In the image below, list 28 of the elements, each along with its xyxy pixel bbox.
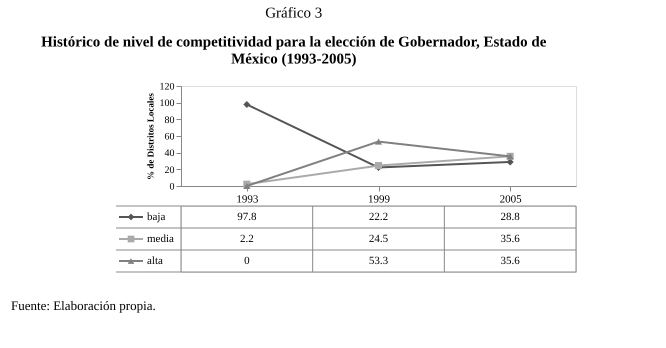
- y-tick-label: 40: [164, 148, 174, 160]
- source-note: Fuente: Elaboración propia.: [11, 298, 156, 313]
- legend-label: alta: [147, 255, 163, 267]
- data-label: 2.2: [240, 233, 254, 245]
- x-tick-label: 1993: [236, 194, 259, 206]
- data-label: 28.8: [500, 211, 520, 223]
- y-tick-label: 0: [170, 182, 174, 192]
- data-label: 53.3: [368, 255, 389, 267]
- x-tick-label: 2005: [500, 194, 522, 206]
- point: [374, 138, 382, 145]
- y-tick-label: 80: [164, 114, 174, 126]
- y-tick-label: 100: [160, 98, 174, 110]
- chart-subtitle: Histórico de nivel de competitividad para la elección de Gobernador, Estado de México (1993-2005): [41, 34, 547, 68]
- point: [243, 100, 250, 108]
- chart-title: Gráfico 3: [265, 6, 322, 22]
- data-label: 97.8: [237, 211, 257, 223]
- data-label: 22.2: [368, 211, 388, 223]
- legend-label: baja: [147, 211, 166, 223]
- data-label: 0: [244, 255, 250, 267]
- y-tick-label: 60: [164, 132, 174, 142]
- data-label: 35.6: [500, 255, 520, 267]
- y-tick-label: 20: [164, 164, 174, 176]
- y-axis-title: % de Distritos Locales: [146, 92, 156, 180]
- x-tick-label: 1999: [368, 194, 390, 206]
- y-tick-label: 120: [160, 82, 174, 92]
- data-label: 35.6: [500, 233, 520, 245]
- legend-label: media: [147, 233, 174, 245]
- data-label: 24.5: [368, 233, 389, 245]
